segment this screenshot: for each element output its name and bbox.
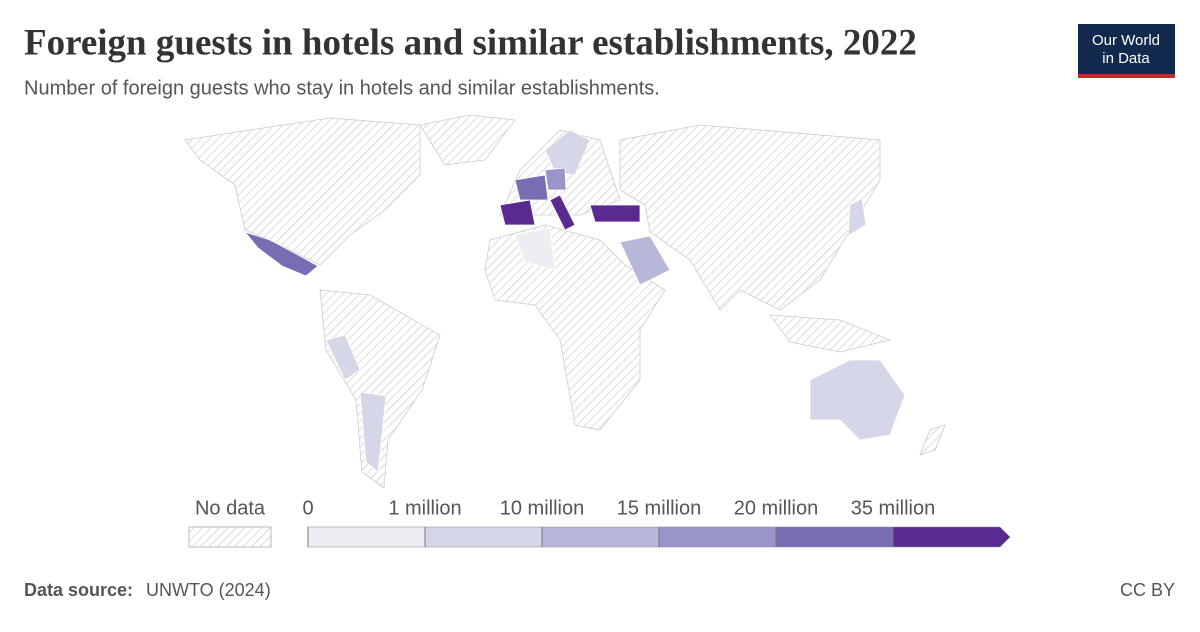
legend-bin [775, 526, 894, 548]
subtitle: Number of foreign guests who stay in hot… [24, 77, 660, 99]
no-data-swatch [188, 526, 272, 548]
source-label: Data source: [24, 580, 133, 600]
scandinavia [544, 129, 591, 176]
spain [499, 199, 536, 226]
logo-text: in Data [1102, 50, 1150, 67]
world-map [184, 114, 946, 489]
legend-bin [424, 526, 543, 548]
legend-bin [892, 526, 1011, 548]
australia [809, 359, 906, 441]
south-america [319, 289, 441, 489]
turkey [589, 204, 641, 223]
legend-bin [658, 526, 777, 548]
mexico [243, 231, 319, 277]
legend: 0 1 million 10 million 15 million 20 million… [302, 497, 1011, 548]
license: CC BY [1120, 580, 1175, 600]
peru [325, 334, 361, 381]
new-zealand [919, 424, 946, 456]
legend-tick-label: 35 million [851, 497, 935, 519]
asia [619, 124, 881, 311]
logo-text: Our World [1092, 32, 1160, 49]
france [514, 174, 549, 201]
logo-bar [1078, 74, 1175, 78]
japan [847, 197, 867, 237]
africa [484, 224, 666, 431]
title: Foreign guests in hotels and similar est… [24, 22, 917, 63]
greenland [419, 114, 516, 166]
legend-tick-label: 20 million [734, 497, 818, 519]
italy [549, 194, 576, 231]
germany [544, 167, 567, 191]
legend-tick-label: 10 million [500, 497, 584, 519]
north-america [184, 117, 421, 266]
logo-box [1078, 24, 1175, 74]
saudi-arabia [619, 235, 671, 286]
argentina [359, 391, 387, 473]
legend-tick-label: 1 million [388, 497, 461, 519]
algeria [514, 227, 556, 271]
no-data-label: No data [195, 497, 266, 519]
legend-bin [541, 526, 660, 548]
legend-tick-label: 0 [302, 497, 313, 519]
legend-bin [307, 526, 426, 548]
legend-tick-label: 15 million [617, 497, 701, 519]
source: UNWTO (2024) [146, 580, 271, 600]
indonesia [769, 314, 892, 353]
